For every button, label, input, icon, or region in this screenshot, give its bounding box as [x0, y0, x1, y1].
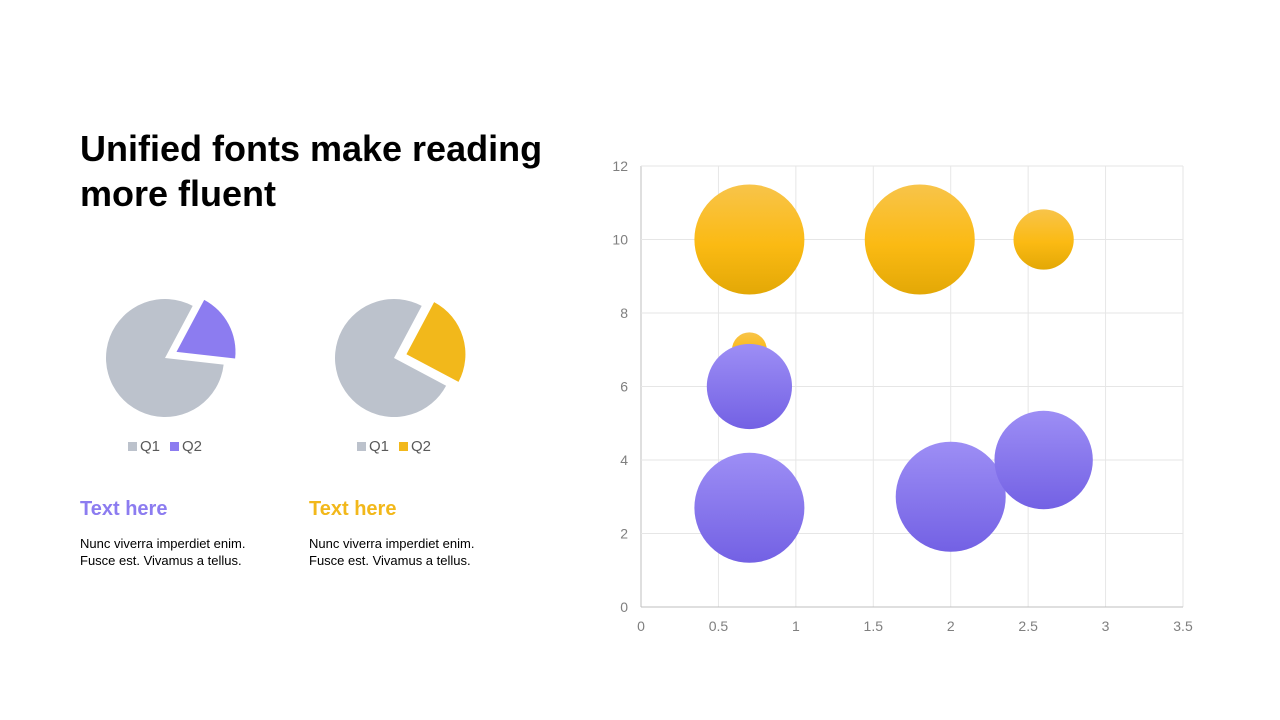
legend-swatch-gold: [399, 442, 408, 451]
legend-item-q1: Q1: [127, 438, 160, 455]
legend-swatch-gray: [356, 442, 366, 451]
x-tick-label: 3: [1102, 618, 1110, 634]
bubble-gold: [1013, 209, 1074, 270]
y-tick-label: 4: [620, 452, 628, 468]
text-heading-2: Text here: [309, 498, 397, 520]
x-tick-label: 1.5: [864, 618, 884, 634]
text-heading-1: Text here: [80, 498, 168, 520]
bubble-purple: [994, 410, 1093, 510]
pie-chart-block-2: Q1 Q2: [309, 290, 479, 455]
text-body-1: Nunc viverra imperdiet enim. Fusce est. …: [80, 536, 246, 568]
y-tick-label: 10: [612, 232, 628, 248]
bubble-purple: [895, 441, 1006, 552]
legend-item-q2: Q2: [170, 438, 202, 455]
x-tick-label: 0: [637, 618, 645, 634]
bubble-purple: [694, 452, 805, 563]
y-tick-label: 8: [620, 305, 628, 321]
bubble-gold: [864, 184, 975, 295]
slide-title: Unified fonts make reading more fluent: [80, 128, 543, 214]
x-tick-label: 1: [792, 618, 800, 634]
pie-legend-1: Q1 Q2: [80, 438, 250, 455]
pie-chart-block-1: Q1 Q2: [80, 290, 250, 455]
x-tick-label: 2.5: [1018, 618, 1038, 634]
x-tick-label: 0.5: [709, 618, 729, 634]
text-block-2: Text here Nunc viverra imperdiet enim. F…: [309, 498, 539, 569]
legend-item-q1: Q1: [356, 438, 389, 455]
pie-legend-2: Q1 Q2: [309, 438, 479, 455]
pie-slice-q2: [176, 299, 236, 359]
y-tick-label: 12: [612, 158, 628, 174]
legend-label: Q1: [368, 438, 389, 455]
bubble-purple: [706, 343, 793, 430]
y-tick-label: 2: [620, 526, 628, 542]
legend-item-q2: Q2: [399, 438, 431, 455]
text-block-1: Text here Nunc viverra imperdiet enim. F…: [80, 498, 310, 569]
bubble-chart: 0 0.5 1 1.5 2 2.5 3 3.5 0 2 4 6 8 10 12: [612, 158, 1193, 634]
x-tick-label: 3.5: [1173, 618, 1193, 634]
pie-chart-1: [105, 299, 236, 417]
legend-swatch-gray: [127, 442, 137, 451]
y-tick-label: 0: [620, 599, 628, 615]
pie-slice-q1: [105, 299, 224, 417]
legend-swatch-purple: [170, 442, 179, 451]
legend-label: Q2: [182, 438, 203, 455]
text-body-2: Nunc viverra imperdiet enim. Fusce est. …: [309, 536, 475, 568]
pie-slice-q1: [335, 299, 447, 417]
pie-chart-2: [335, 299, 466, 417]
y-tick-label: 6: [620, 379, 628, 395]
x-tick-label: 2: [947, 618, 955, 634]
legend-label: Q1: [139, 438, 160, 455]
legend-label: Q2: [411, 438, 432, 455]
bubble-gold: [694, 184, 805, 295]
pie-slice-q2: [406, 302, 466, 382]
